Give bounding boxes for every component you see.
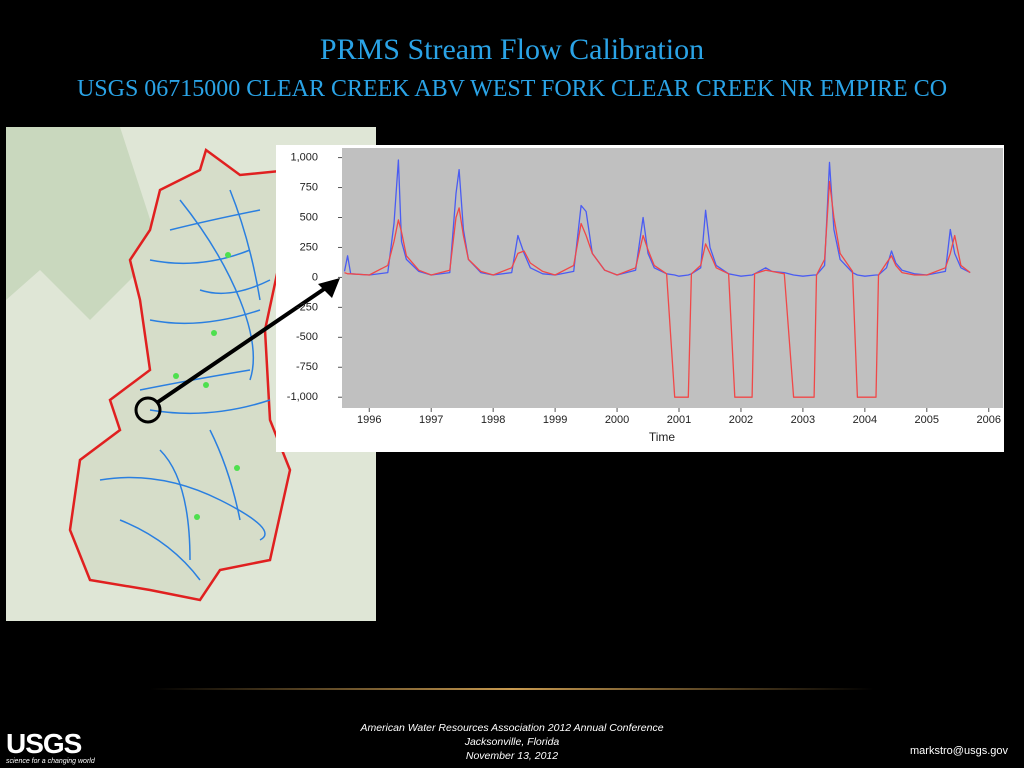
terrain <box>6 127 160 320</box>
x-tick-label: 1997 <box>419 414 443 426</box>
y-tick-label: -250 <box>296 301 318 313</box>
y-tick-label: 750 <box>300 181 318 193</box>
x-tick-label: 2005 <box>915 414 939 426</box>
gauges <box>173 252 240 520</box>
x-tick-label: 2000 <box>605 414 629 426</box>
logo-text: USGS <box>6 728 82 759</box>
x-tick-label: 1999 <box>543 414 567 426</box>
footer-line: November 13, 2012 <box>465 750 559 762</box>
x-tick-label: 1998 <box>481 414 505 426</box>
logo: USGS science for a changing world <box>6 728 95 766</box>
y-tick-label: 0 <box>312 271 318 283</box>
x-tick-label: 2001 <box>667 414 691 426</box>
y-tick-label: 500 <box>300 211 318 223</box>
divider <box>150 688 874 690</box>
footer-line: Jacksonville, Florida <box>464 736 560 748</box>
footer: American Water Resources Association 201… <box>262 721 762 763</box>
arrow-head <box>318 278 340 298</box>
arrow <box>156 283 332 404</box>
footer-line: American Water Resources Association 201… <box>360 722 664 734</box>
y-tick-label: -500 <box>296 331 318 343</box>
logo-tagline: science for a changing world <box>6 758 95 765</box>
x-axis-label: Time <box>649 430 676 444</box>
chart: Time 1,000 750 500 250 0 -250 -500 -750 -1,000 19… <box>287 148 1003 444</box>
y-tick-label: 250 <box>300 241 318 253</box>
x-tick-label: 2004 <box>853 414 877 426</box>
y-tick-label: 1,000 <box>290 151 318 163</box>
email: markstro@usgs.gov <box>910 745 1008 757</box>
x-tick-label: 2003 <box>791 414 815 426</box>
x-tick-label: 2002 <box>729 414 753 426</box>
series-line <box>343 159 971 277</box>
x-tick-label: 1996 <box>357 414 381 426</box>
y-tick-label: -750 <box>296 361 318 373</box>
basin-boundary <box>68 147 292 602</box>
location-circle <box>134 396 162 424</box>
x-tick-label: 2006 <box>977 414 1001 426</box>
series-line <box>344 180 971 398</box>
slide-title: PRMS Stream Flow Calibration <box>319 33 705 66</box>
y-tick-label: -1,000 <box>287 391 318 403</box>
slide-subtitle: USGS 06715000 CLEAR CREEK ABV WEST FORK … <box>76 76 948 102</box>
